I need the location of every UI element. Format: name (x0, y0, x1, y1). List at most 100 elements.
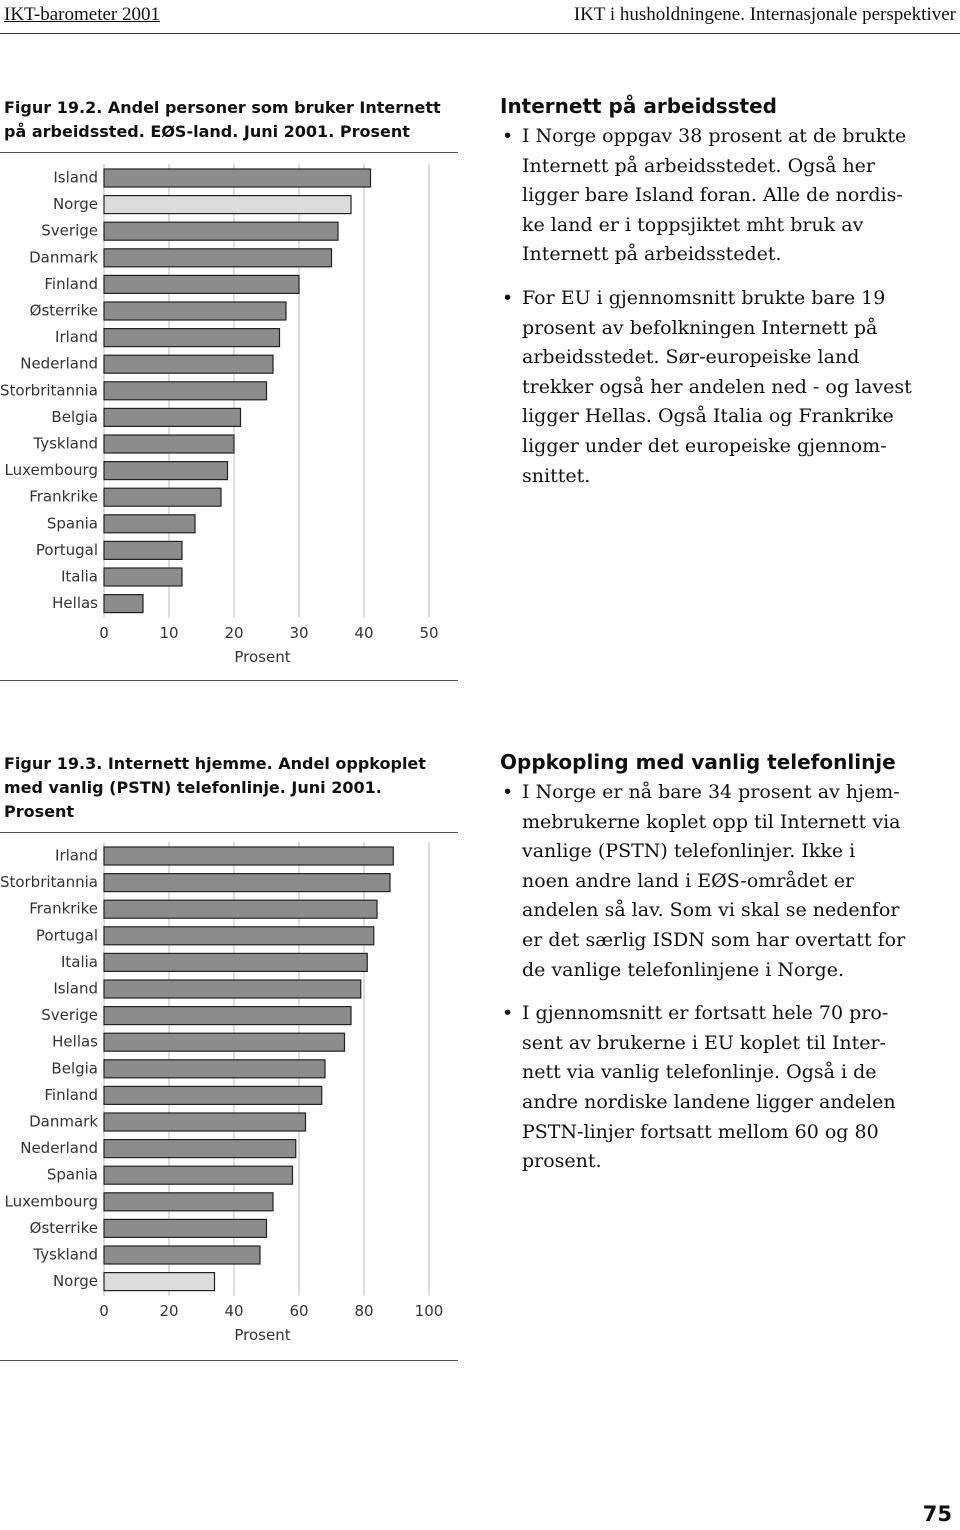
header-rule (0, 33, 960, 34)
y-tick-label: Danmark (29, 248, 98, 266)
bar (103, 926, 375, 946)
bar (103, 168, 372, 188)
x-tick-label: 40 (224, 1302, 243, 1320)
text-line: ligger under det europeiske gjennom- (522, 434, 887, 457)
y-tick-label: Frankrike (29, 900, 98, 918)
bar (103, 979, 362, 999)
text-line: arbeidsstedet. Sør-europeiske land (522, 346, 860, 369)
x-tick-label: 20 (159, 1302, 178, 1320)
bar (103, 407, 242, 427)
header-right: IKT i husholdningene. Internasjonale per… (573, 4, 956, 25)
y-tick-label: Finland (44, 275, 98, 293)
y-tick-label: Sverige (41, 222, 98, 240)
figure-title: Figur 19.3. Internett hjemme. Andel oppk… (4, 754, 426, 821)
bar (103, 540, 183, 561)
figure-rule (0, 832, 458, 833)
bar (103, 221, 339, 241)
y-tick-label: Hellas (52, 594, 98, 612)
x-tick-label: 30 (289, 624, 308, 642)
bar (103, 1271, 216, 1292)
bar (103, 248, 333, 268)
y-tick-label: Tyskland (32, 1246, 98, 1264)
text-line: nett via vanlig telefonlinje. Også i de (522, 1061, 877, 1084)
x-axis-label: Prosent (234, 1326, 290, 1344)
bar (103, 328, 281, 348)
text-line: de vanlige telefonlinjene i Norge. (522, 958, 845, 981)
x-tick-label: 80 (354, 1302, 373, 1320)
text-line: sent av brukerne i EU koplet til Inter- (522, 1031, 886, 1054)
bar (103, 461, 229, 481)
y-tick-label: Finland (44, 1086, 98, 1104)
text-line: I Norge oppgav 38 prosent at de brukte (522, 125, 907, 147)
section-heading: Oppkopling med vanlig telefonlinje (500, 750, 896, 774)
bar (103, 1245, 261, 1265)
y-tick-label: Spania (47, 1166, 98, 1184)
y-tick-label: Storbritannia (0, 381, 98, 399)
y-tick-label: Nederland (20, 355, 98, 373)
text-line: er det særlig ISDN som har overtatt for (522, 928, 906, 951)
text-line: Internett på arbeidsstedet. (522, 243, 782, 266)
y-tick-label: Luxembourg (5, 461, 99, 479)
bar (103, 195, 352, 215)
y-tick-label: Norge (53, 195, 98, 213)
section: Oppkopling med vanlig telefonlinje I Norg… (500, 750, 960, 1191)
text-line: I gjennomsnitt er fortsatt hele 70 pro- (522, 1002, 889, 1025)
y-tick-label: Østerrike (30, 1219, 98, 1237)
y-tick-label: Hellas (52, 1033, 98, 1051)
text-line: Internett på arbeidsstedet. Også her (522, 154, 876, 177)
text-line: andelen så lav. Som vi skal se nedenfor (522, 899, 900, 922)
y-tick-label: Italia (61, 568, 98, 586)
figure-rule (0, 680, 458, 681)
y-tick-label: Norge (53, 1272, 98, 1290)
text-line: snittet. (522, 464, 591, 487)
y-tick-label: Spania (47, 514, 98, 532)
charts: 0 10 20 30 40 50 Prosent Island Norge Sverige Danm… (0, 164, 444, 1344)
bar (103, 1005, 352, 1026)
bar (103, 1192, 274, 1212)
figure-rule (0, 1360, 458, 1361)
bar (103, 872, 391, 893)
bar (103, 1032, 346, 1052)
figure-rule (0, 152, 458, 153)
text-line: ligger bare Island foran. Alle de nordis… (522, 184, 903, 207)
x-tick-label: 40 (354, 624, 373, 642)
x-tick-label: 100 (415, 1302, 444, 1320)
y-tick-label: Tyskland (32, 435, 98, 453)
text-line: prosent. (522, 1150, 602, 1173)
y-tick-label: Østerrike (30, 302, 98, 320)
bar (103, 1218, 268, 1239)
y-tick-label: Belgia (51, 408, 98, 426)
y-tick-label: Irland (55, 847, 98, 865)
bar (103, 1112, 307, 1132)
bullet: I gjennomsnitt er fortsatt hele 70 pro-s… (500, 999, 960, 1177)
text-line: noen andre land i EØS-området er (522, 869, 855, 892)
bar (103, 487, 222, 507)
bar (103, 301, 287, 321)
bullet: For EU i gjennomsnitt brukte bare 19 pros… (500, 284, 960, 491)
text-line: ke land er i toppsjiktet mht bruk av (522, 213, 864, 236)
x-tick-label: 50 (419, 624, 438, 642)
bar (103, 1138, 297, 1159)
text-line: prosent av befolkningen Internett på (522, 316, 878, 339)
bar (103, 381, 268, 401)
y-tick-label: Storbritannia (0, 873, 98, 891)
x-tick-label: 0 (99, 1302, 109, 1320)
y-tick-label: Portugal (36, 541, 98, 559)
bar (103, 899, 378, 919)
header-left: IKT-barometer 2001 (4, 4, 160, 25)
x-tick-label: 20 (224, 624, 243, 642)
section: Internett på arbeidssted I Norge oppgav 3… (500, 94, 960, 505)
page-number: 75 (922, 1502, 952, 1526)
text-line: vanlige (PSTN) telefonlinjer. Ikke i (522, 840, 856, 863)
text-line: mebrukerne koplet opp til Internett via (522, 810, 901, 833)
y-tick-label: Island (53, 169, 98, 187)
text-line: PSTN-linjer fortsatt mellom 60 og 80 (522, 1120, 879, 1143)
section-heading: Internett på arbeidssted (500, 94, 777, 118)
x-tick-label: 60 (289, 1302, 308, 1320)
y-tick-label: Belgia (51, 1059, 98, 1077)
bar (103, 1085, 323, 1106)
bar (103, 846, 394, 866)
text-line: trekker også her andelen ned - og lavest (522, 375, 912, 398)
y-tick-label: Irland (55, 328, 98, 346)
